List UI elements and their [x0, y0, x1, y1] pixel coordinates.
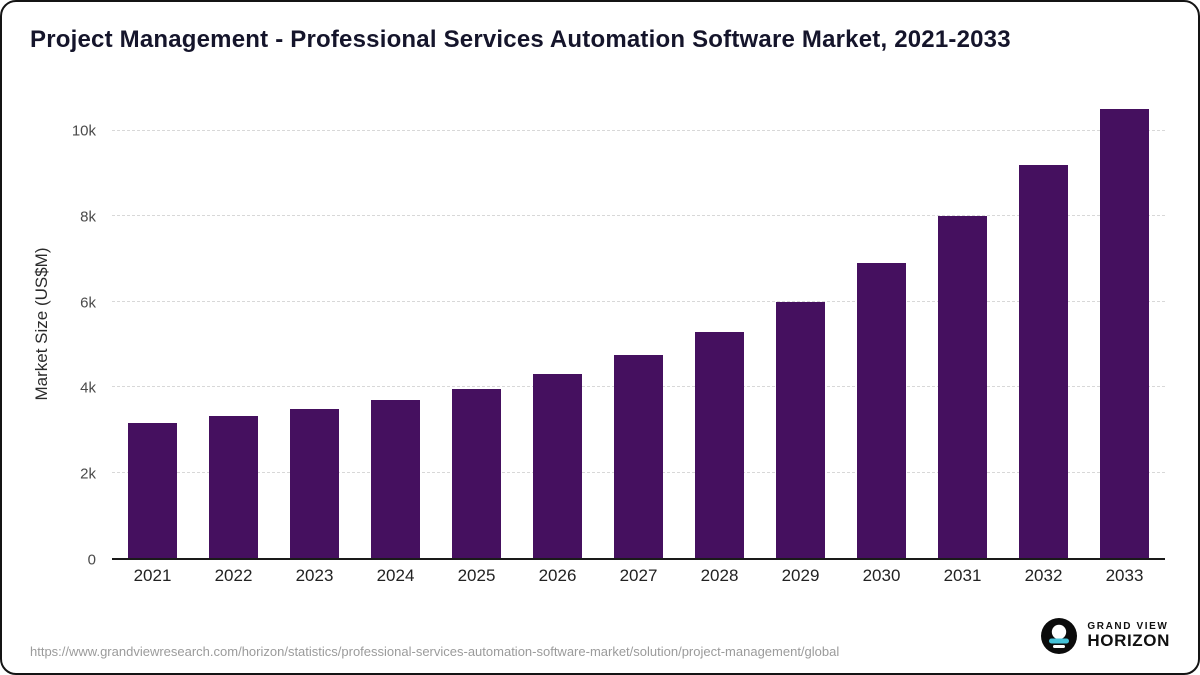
gridline [112, 300, 1165, 302]
x-tick-label: 2029 [781, 566, 820, 585]
x-tick-label: 2023 [295, 566, 334, 585]
plot-area [112, 88, 1165, 560]
x-tick-label: 2024 [376, 566, 415, 585]
bar-2033 [1100, 109, 1149, 558]
chart-title: Project Management - Professional Servic… [30, 26, 1011, 53]
y-tick-label: 2k [80, 465, 96, 483]
bar-2027 [614, 355, 663, 558]
bar-2021 [128, 423, 177, 558]
y-axis-title: Market Size (US$M) [32, 247, 51, 401]
bar-2022 [209, 416, 258, 558]
x-tick-label: 2032 [1024, 566, 1063, 585]
bar-2028 [695, 331, 744, 558]
bar-2032 [1019, 164, 1068, 558]
bar-2024 [371, 399, 420, 558]
brand-name-top: GRAND VIEW [1087, 620, 1169, 632]
x-tick-label: 2028 [700, 566, 739, 585]
y-tick-label: 6k [80, 294, 96, 312]
brand-logo-text: GRAND VIEW HORIZON [1087, 620, 1170, 651]
y-axis-ticks: 0 2k 4k 6k 8k 10k [58, 88, 104, 568]
source-url: https://www.grandviewresearch.com/horizo… [30, 643, 840, 659]
x-tick-label: 2033 [1105, 566, 1144, 585]
x-tick-label: 2021 [133, 566, 172, 585]
bar-2030 [857, 263, 906, 558]
bar-2025 [452, 389, 501, 558]
y-tick-label: 10k [71, 122, 96, 140]
y-tick-label: 0 [87, 551, 96, 569]
bar-2031 [938, 216, 987, 558]
brand-name-bottom: HORIZON [1087, 631, 1170, 651]
y-tick-label: 8k [80, 208, 96, 226]
bar-series [112, 88, 1165, 558]
x-tick-label: 2025 [457, 566, 496, 585]
gridline [112, 215, 1165, 217]
chart [112, 88, 1165, 560]
bar-2029 [776, 301, 825, 558]
x-axis-ticks: 2021 2022 2023 2024 2025 2026 2027 2028 2029 2030… [112, 566, 1165, 592]
x-tick-label: 2022 [214, 566, 253, 585]
x-tick-label: 2026 [538, 566, 577, 585]
horizon-eclipse-icon [1041, 618, 1078, 654]
x-tick-label: 2030 [862, 566, 901, 585]
bar-2023 [290, 409, 339, 558]
y-tick-label: 4k [80, 379, 96, 397]
brand-logo: GRAND VIEW HORIZON [1040, 617, 1170, 655]
x-tick-label: 2027 [619, 566, 658, 585]
x-tick-label: 2031 [943, 566, 982, 585]
bar-2026 [533, 374, 582, 558]
gridline [112, 129, 1165, 131]
